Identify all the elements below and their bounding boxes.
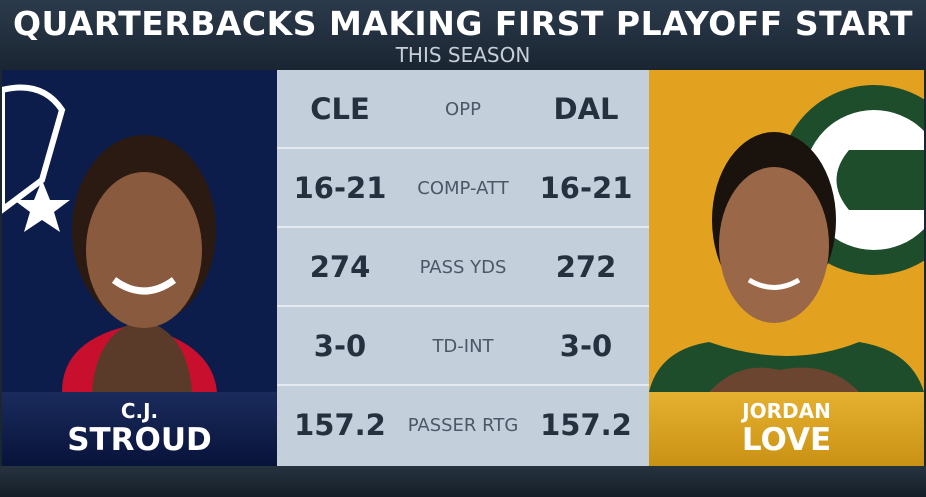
right-value: 16-21 [539, 171, 633, 205]
left-value: 157.2 [294, 408, 386, 442]
stat-label: PASSER RTG [407, 415, 519, 436]
table-row: 3-0 TD-INT 3-0 [277, 307, 649, 386]
stat-label: OPP [445, 99, 481, 120]
stat-label: COMP-ATT [417, 178, 509, 199]
player-name: JORDAN LOVE [649, 392, 924, 466]
subtitle: THIS SEASON [395, 43, 531, 67]
table-row: 157.2 PASSER RTG 157.2 [277, 386, 649, 465]
left-value: 3-0 [313, 329, 367, 363]
right-value: DAL [553, 92, 619, 126]
right-value: 3-0 [559, 329, 613, 363]
stat-label: PASS YDS [419, 257, 507, 278]
left-value: CLE [310, 92, 370, 126]
left-value: 274 [309, 250, 371, 284]
table-row: 16-21 COMP-ATT 16-21 [277, 149, 649, 228]
stat-label: TD-INT [432, 336, 494, 357]
table-row: CLE OPP DAL [277, 70, 649, 149]
right-value: 157.2 [540, 408, 632, 442]
footer-bar [0, 466, 926, 497]
first-name: C.J. [120, 399, 159, 423]
last-name: LOVE [741, 422, 832, 458]
first-name: JORDAN [742, 399, 831, 423]
last-name: STROUD [67, 422, 212, 458]
stats-table: CLE OPP DAL 16-21 COMP-ATT 16-21 274 PASS YDS 27… [277, 70, 649, 466]
left-value: 16-21 [293, 171, 387, 205]
header [0, 0, 926, 70]
title: QUARTERBACKS MAKING FIRST PLAYOFF START [12, 4, 914, 43]
player-photo [2, 70, 277, 392]
table-row: 274 PASS YDS 272 [277, 228, 649, 307]
player-name: C.J. STROUD [2, 392, 277, 466]
right-value: 272 [555, 250, 617, 284]
player-photo [649, 70, 924, 392]
